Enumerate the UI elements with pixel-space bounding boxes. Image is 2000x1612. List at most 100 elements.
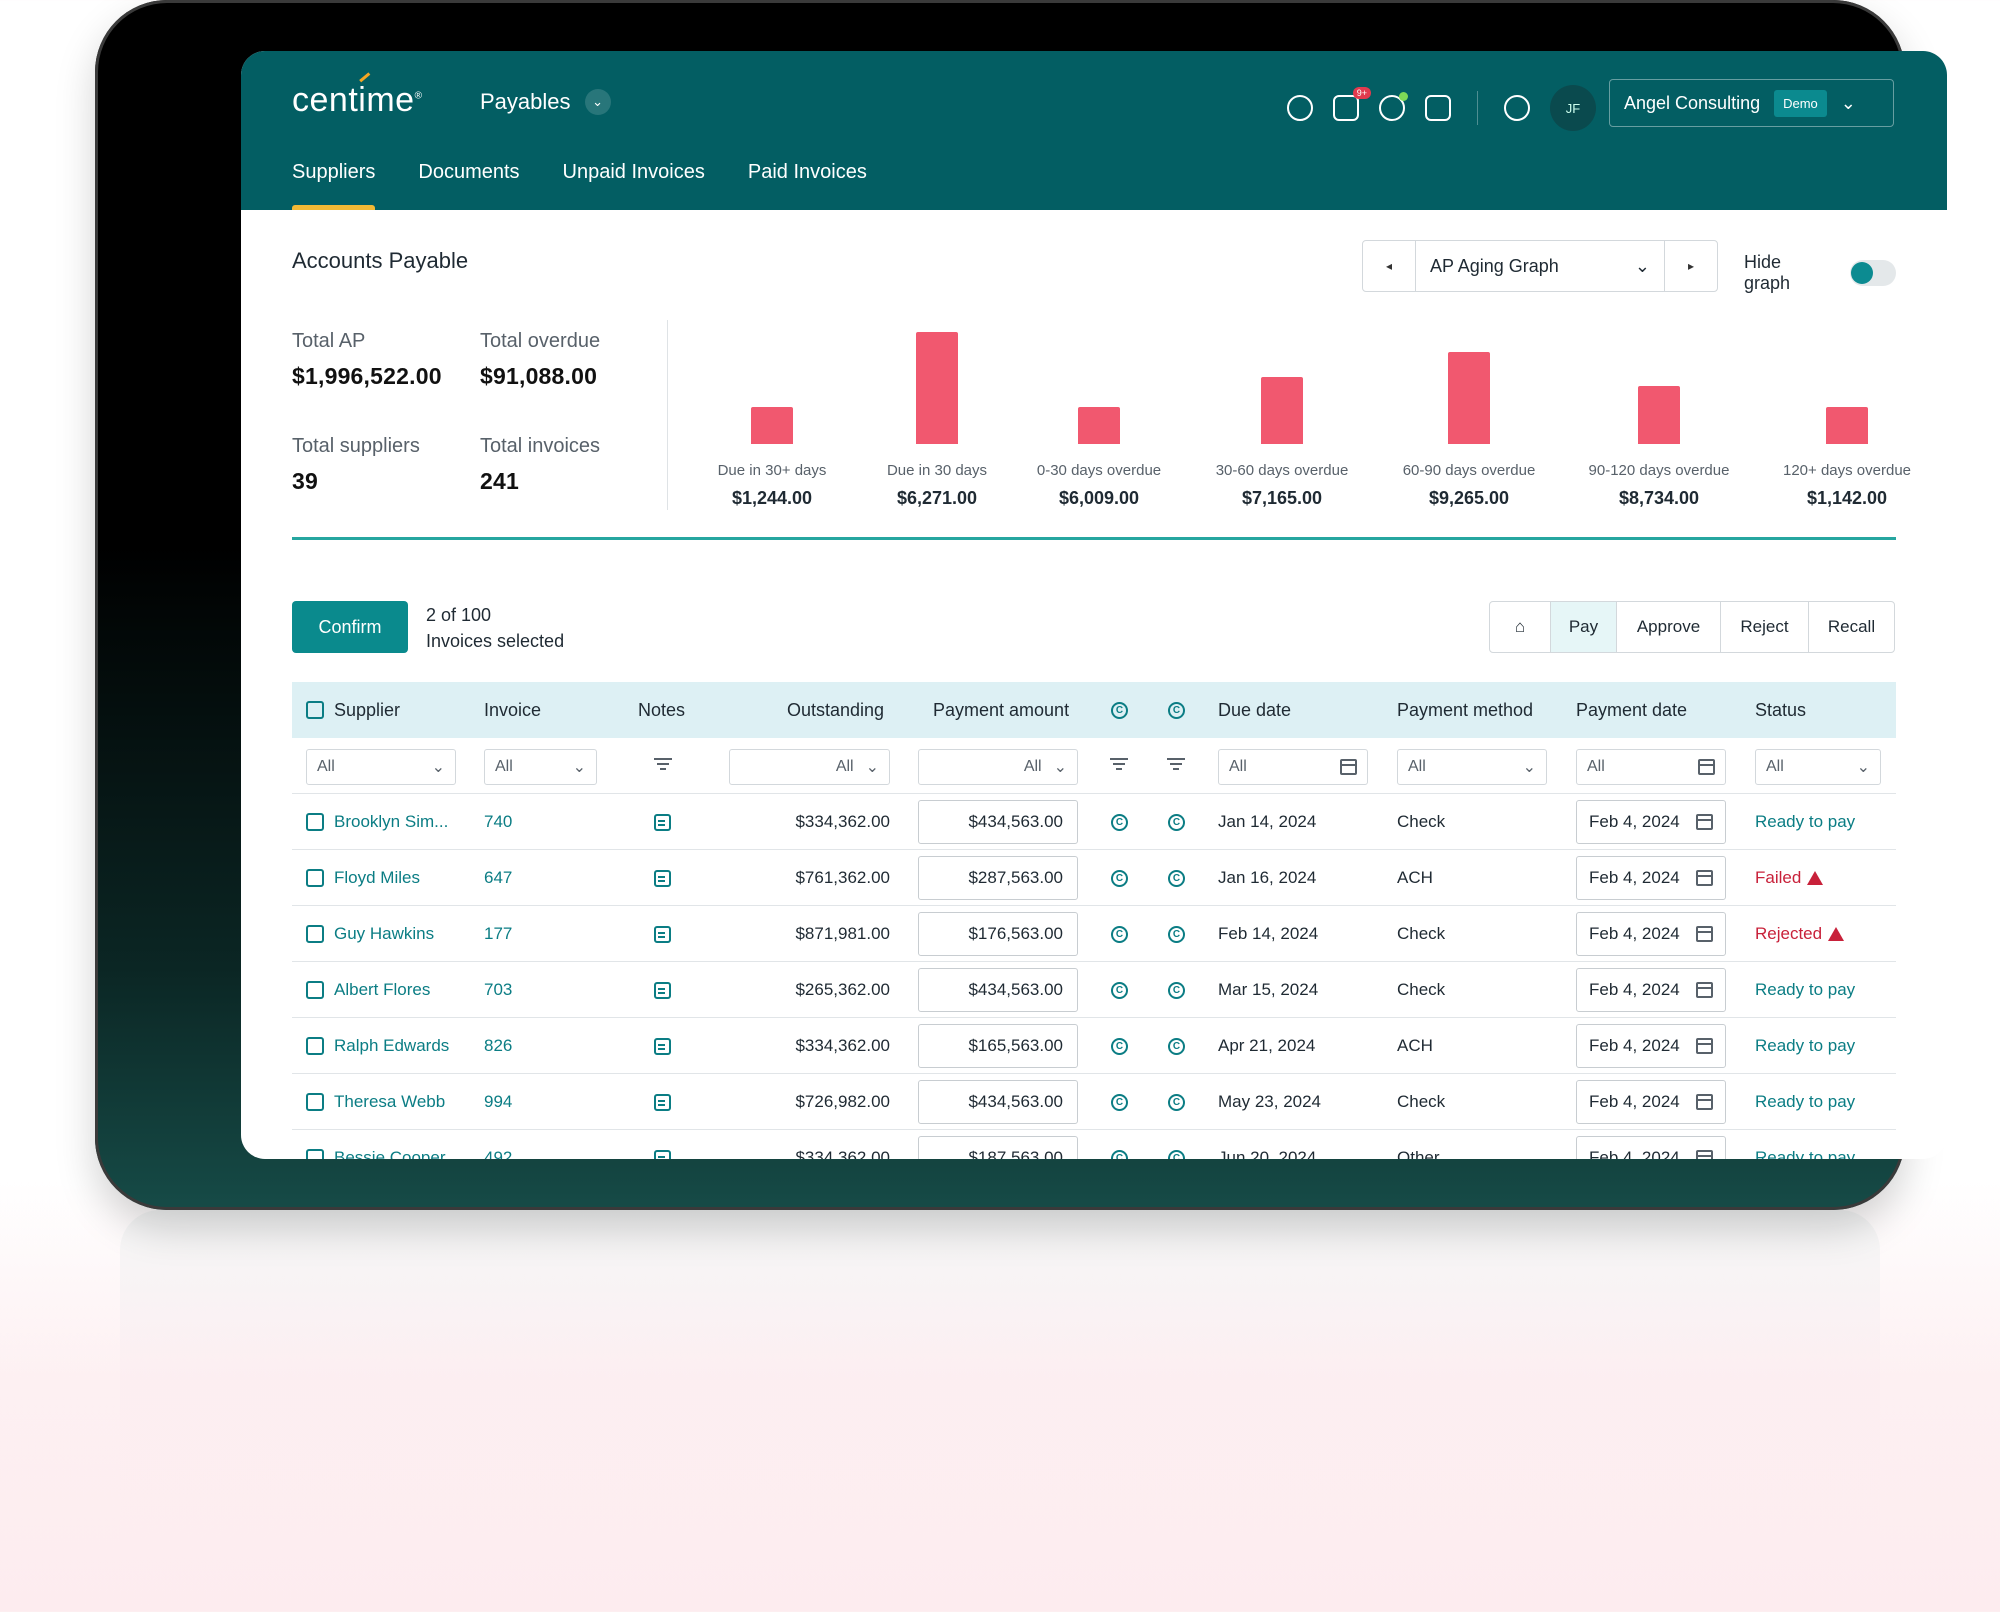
pay-button[interactable]: Pay xyxy=(1550,602,1616,652)
supplier-link[interactable]: Bessie Cooper xyxy=(334,1148,446,1159)
gear-icon[interactable] xyxy=(1504,95,1530,121)
row-checkbox[interactable] xyxy=(306,981,324,999)
status-filter[interactable]: All ⌄ xyxy=(1755,749,1881,785)
filter-icon[interactable] xyxy=(654,758,672,772)
col-payment-date[interactable]: Payment date xyxy=(1576,699,1688,720)
invoice-filter[interactable]: All ⌄ xyxy=(484,749,597,785)
col-payment-amount[interactable]: Payment amount xyxy=(933,699,1070,720)
payment-date-input[interactable]: Feb 4, 2024 xyxy=(1576,800,1726,844)
supplier-link[interactable]: Albert Flores xyxy=(334,980,431,999)
tab-suppliers[interactable]: Suppliers xyxy=(292,134,376,210)
currency-icon[interactable]: C xyxy=(1168,925,1185,943)
supplier-link[interactable]: Theresa Webb xyxy=(334,1092,446,1111)
payment-amount-input[interactable]: $434,563.00 xyxy=(918,968,1078,1012)
payment-amount-input[interactable]: $287,563.00 xyxy=(918,856,1078,900)
compass-icon[interactable] xyxy=(1287,95,1313,121)
note-icon[interactable] xyxy=(654,869,671,887)
payment-amount-input[interactable]: $187,563.00 xyxy=(918,1136,1078,1159)
supplier-link[interactable]: Ralph Edwards xyxy=(334,1036,450,1055)
row-checkbox[interactable] xyxy=(306,925,324,943)
invoice-link[interactable]: 994 xyxy=(484,1092,513,1111)
approve-button[interactable]: Approve xyxy=(1616,602,1720,652)
invoice-link[interactable]: 740 xyxy=(484,812,513,831)
row-checkbox[interactable] xyxy=(306,813,324,831)
invoice-link[interactable]: 492 xyxy=(484,1148,513,1159)
graph-dropdown[interactable]: AP Aging Graph ⌄ xyxy=(1415,241,1665,291)
payment-date-input[interactable]: Feb 4, 2024 xyxy=(1576,1080,1726,1124)
supplier-filter[interactable]: All ⌄ xyxy=(306,749,456,785)
col-status[interactable]: Status xyxy=(1755,699,1807,720)
table-row[interactable]: Brooklyn Sim... 740 $334,362.00 $434,563.00… xyxy=(292,794,1896,850)
table-row[interactable]: Floyd Miles 647 $761,362.00 $287,563.00 C C Ja… xyxy=(292,850,1896,906)
tab-unpaid-invoices[interactable]: Unpaid Invoices xyxy=(562,160,705,183)
note-icon[interactable] xyxy=(654,813,671,831)
table-row[interactable]: Guy Hawkins 177 $871,981.00 $176,563.00 C C Fe… xyxy=(292,906,1896,962)
row-checkbox[interactable] xyxy=(306,1093,324,1111)
payment-date-input[interactable]: Feb 4, 2024 xyxy=(1576,912,1726,956)
next-graph-button[interactable]: ▸ xyxy=(1687,259,1695,273)
col-supplier[interactable]: Supplier xyxy=(334,699,401,720)
payment-date-input[interactable]: Feb 4, 2024 xyxy=(1576,856,1726,900)
currency-icon[interactable]: C xyxy=(1168,813,1185,831)
graduation-cap-icon[interactable] xyxy=(1425,95,1451,121)
currency-icon[interactable]: C xyxy=(1168,869,1185,887)
payment-date-input[interactable]: Feb 4, 2024 xyxy=(1576,1136,1726,1159)
payment-amount-input[interactable]: $434,563.00 xyxy=(918,800,1078,844)
col-notes[interactable]: Notes xyxy=(638,699,686,720)
note-icon[interactable] xyxy=(654,981,671,999)
tab-documents[interactable]: Documents xyxy=(418,160,520,183)
currency-icon[interactable]: C xyxy=(1168,1093,1185,1111)
payment-date-filter[interactable]: All xyxy=(1576,749,1726,785)
calendar-icon[interactable] xyxy=(1696,982,1713,998)
supplier-link[interactable]: Brooklyn Sim... xyxy=(334,812,449,831)
col-invoice[interactable]: Invoice xyxy=(484,699,542,720)
invoice-link[interactable]: 826 xyxy=(484,1036,513,1055)
note-icon[interactable] xyxy=(654,925,671,943)
recall-button[interactable]: Recall xyxy=(1808,602,1894,652)
payment-date-input[interactable]: Feb 4, 2024 xyxy=(1576,968,1726,1012)
invoice-link[interactable]: 703 xyxy=(484,980,513,999)
check-status-icon[interactable] xyxy=(1379,92,1408,121)
calendar-icon[interactable] xyxy=(1696,870,1713,886)
note-icon[interactable] xyxy=(654,1037,671,1055)
row-checkbox[interactable] xyxy=(306,869,324,887)
outstanding-filter[interactable]: All ⌄ xyxy=(729,749,890,785)
supplier-link[interactable]: Floyd Miles xyxy=(334,868,420,887)
calendar-icon[interactable] xyxy=(1696,926,1713,942)
payment-amount-input[interactable]: $434,563.00 xyxy=(918,1080,1078,1124)
currency-icon[interactable]: C xyxy=(1111,1149,1128,1159)
note-icon[interactable] xyxy=(654,1093,671,1111)
payment-amount-input[interactable]: $176,563.00 xyxy=(918,912,1078,956)
reject-button[interactable]: Reject xyxy=(1720,602,1808,652)
org-selector[interactable]: Angel Consulting Demo ⌄ xyxy=(1609,79,1894,127)
calendar-icon[interactable] xyxy=(1696,814,1713,830)
row-checkbox[interactable] xyxy=(306,1149,324,1159)
due-date-filter[interactable]: All xyxy=(1218,749,1368,785)
currency-icon[interactable]: C xyxy=(1111,1093,1128,1111)
payment-date-input[interactable]: Feb 4, 2024 xyxy=(1576,1024,1726,1068)
currency-icon[interactable]: C xyxy=(1168,1149,1185,1159)
payment-method-filter[interactable]: All ⌄ xyxy=(1397,749,1547,785)
col-outstanding[interactable]: Outstanding xyxy=(787,699,885,720)
calendar-icon[interactable] xyxy=(1696,1094,1713,1110)
filter-icon[interactable] xyxy=(1167,758,1185,772)
prev-graph-button[interactable]: ◂ xyxy=(1385,259,1393,273)
filter-icon[interactable] xyxy=(1110,758,1128,772)
currency-icon[interactable]: C xyxy=(1168,1037,1185,1055)
table-row[interactable]: Theresa Webb 994 $726,982.00 $434,563.00 C C M… xyxy=(292,1074,1896,1130)
col-due-date[interactable]: Due date xyxy=(1218,699,1292,720)
hide-graph-toggle[interactable] xyxy=(1850,260,1896,286)
invoice-link[interactable]: 647 xyxy=(484,868,513,887)
currency-icon[interactable]: C xyxy=(1111,813,1128,831)
avatar[interactable]: JF xyxy=(1550,85,1596,131)
currency-icon[interactable]: C xyxy=(1111,869,1128,887)
col-payment-method[interactable]: Payment method xyxy=(1397,699,1534,720)
currency-icon[interactable]: C xyxy=(1111,981,1128,999)
table-row[interactable]: Bessie Cooper 492 $334,362.00 $187,563.00 C C… xyxy=(292,1130,1896,1159)
currency-icon[interactable]: C xyxy=(1111,1037,1128,1055)
table-row[interactable]: Albert Flores 703 $265,362.00 $434,563.00 C C… xyxy=(292,962,1896,1018)
currency-icon[interactable]: C xyxy=(1168,981,1185,999)
payment-amount-filter[interactable]: All ⌄ xyxy=(918,749,1078,785)
currency-icon[interactable]: C xyxy=(1111,925,1128,943)
home-icon[interactable]: ⌂ xyxy=(1514,617,1526,636)
